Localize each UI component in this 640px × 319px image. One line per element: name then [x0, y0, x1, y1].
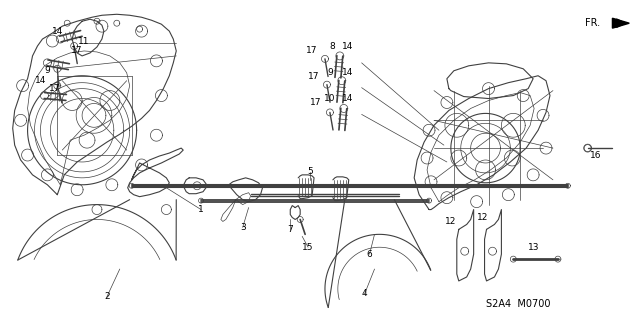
Text: 7: 7 [287, 225, 293, 234]
Text: 14: 14 [35, 76, 46, 85]
Text: 17: 17 [72, 47, 83, 56]
Text: 14: 14 [342, 68, 353, 77]
Text: 13: 13 [529, 243, 540, 252]
Text: 12: 12 [477, 213, 488, 222]
Text: 10: 10 [324, 94, 335, 103]
Text: 2: 2 [104, 292, 109, 301]
Text: 14: 14 [52, 26, 63, 36]
Text: 14: 14 [342, 42, 353, 51]
Polygon shape [612, 18, 629, 28]
Text: 4: 4 [362, 289, 367, 298]
Text: 16: 16 [590, 151, 602, 160]
Text: 12: 12 [445, 217, 456, 226]
Text: 17: 17 [308, 72, 320, 81]
Text: 8: 8 [329, 42, 335, 51]
Text: 3: 3 [240, 223, 246, 232]
Text: 6: 6 [367, 250, 372, 259]
Text: 17: 17 [49, 84, 60, 93]
Text: S2A4  M0700: S2A4 M0700 [486, 299, 550, 309]
Text: 1: 1 [198, 205, 204, 214]
Text: 17: 17 [310, 98, 322, 107]
Text: 11: 11 [78, 37, 90, 46]
Text: 15: 15 [302, 243, 314, 252]
Text: 9: 9 [45, 66, 51, 75]
Text: 14: 14 [342, 94, 353, 103]
Text: 9: 9 [327, 68, 333, 77]
Text: FR.: FR. [586, 18, 600, 28]
Text: 5: 5 [307, 167, 313, 176]
Text: 17: 17 [307, 47, 318, 56]
